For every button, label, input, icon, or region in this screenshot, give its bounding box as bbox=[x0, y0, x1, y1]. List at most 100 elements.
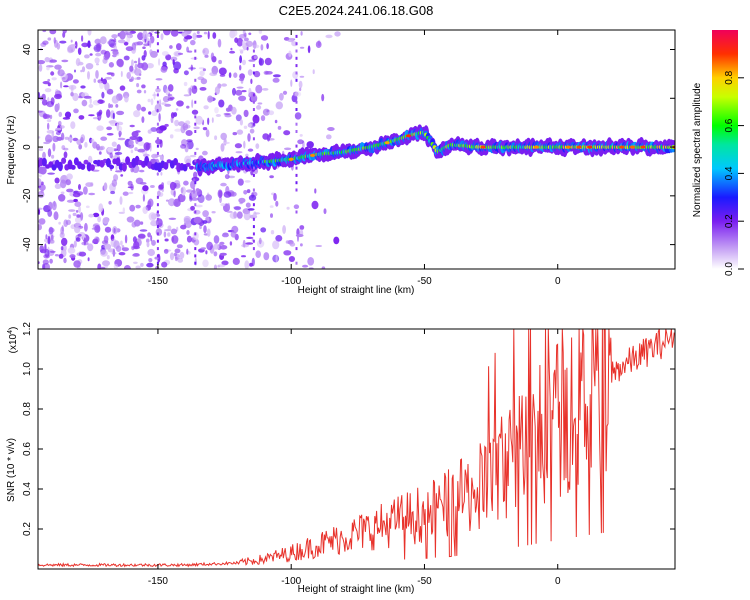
heatmap-noise-blob bbox=[73, 108, 79, 114]
heatmap-noise-blob bbox=[221, 83, 228, 87]
heatmap-streak bbox=[252, 49, 255, 53]
heatmap-noise-blob bbox=[245, 202, 251, 208]
heatmap-noise-blob bbox=[230, 30, 238, 37]
heatmap-noise-blob bbox=[300, 243, 303, 247]
heatmap-streak bbox=[156, 210, 159, 214]
heatmap-noise-blob bbox=[211, 117, 214, 123]
heatmap-noise-blob bbox=[197, 194, 205, 204]
heatmap-noise-blob bbox=[248, 194, 257, 201]
heatmap-ridge-blob bbox=[185, 162, 191, 167]
heatmap-noise-blob bbox=[133, 60, 138, 64]
heatmap-noise-blob bbox=[197, 76, 205, 81]
heatmap-noise-blob bbox=[64, 111, 72, 119]
heatmap-noise-blob bbox=[149, 49, 153, 55]
heatmap-noise-blob bbox=[214, 107, 219, 114]
heatmap-streak bbox=[156, 217, 159, 221]
heatmap-noise-blob bbox=[39, 166, 47, 175]
figure-title: C2E5.2024.241.06.18.G08 bbox=[279, 3, 434, 18]
heatmap-noise-blob bbox=[165, 88, 169, 96]
heatmap-noise-blob bbox=[54, 93, 62, 100]
heatmap-noise-blob bbox=[66, 188, 74, 193]
heatmap-noise-blob bbox=[45, 234, 48, 240]
heatmap-noise-blob bbox=[125, 46, 134, 52]
snr-y-ticks: 0.2 0.4 0.6 0.8 1.0 1.2 bbox=[22, 322, 675, 536]
heatmap-noise-blob bbox=[233, 211, 238, 219]
heatmap-noise-blob bbox=[87, 257, 90, 262]
heatmap-noise-blob bbox=[72, 79, 79, 84]
heatmap-noise-blob bbox=[269, 132, 272, 138]
heatmap-noise-blob bbox=[68, 209, 76, 212]
heatmap-noise-blob bbox=[76, 139, 82, 146]
heatmap-noise-blob bbox=[146, 241, 150, 248]
heatmap-noise-blob bbox=[183, 180, 189, 186]
heatmap-noise-blob bbox=[233, 206, 242, 211]
heatmap-noise-blob bbox=[104, 262, 109, 269]
heatmap-noise-blob bbox=[186, 248, 189, 255]
heatmap-noise-blob bbox=[141, 62, 149, 71]
heatmap-noise-blob bbox=[103, 235, 109, 244]
heatmap-streak bbox=[156, 93, 159, 97]
heatmap-noise-blob bbox=[122, 191, 129, 196]
heatmap-noise-blob bbox=[42, 30, 47, 33]
heatmap-noise-blob bbox=[185, 130, 193, 136]
heatmap-noise-blob bbox=[38, 218, 46, 225]
heatmap-noise-blob bbox=[173, 190, 176, 198]
heatmap-noise-blob bbox=[252, 44, 260, 49]
heatmap-noise-blob bbox=[147, 129, 152, 134]
heatmap-noise-blob bbox=[171, 235, 179, 244]
heatmap-streak bbox=[194, 56, 197, 60]
heatmap-y-axis-label: Frequency (Hz) bbox=[6, 116, 17, 185]
heatmap-x-ticks: -150 -100 -50 0 bbox=[148, 30, 561, 287]
heatmap-noise-blob bbox=[41, 99, 48, 106]
heatmap-noise-blob bbox=[63, 250, 67, 256]
heatmap-streak bbox=[194, 86, 197, 90]
heatmap-noise-blob bbox=[126, 72, 131, 79]
heatmap-streak bbox=[194, 232, 197, 236]
heatmap-noise-blob bbox=[195, 115, 203, 125]
heatmap-noise-blob bbox=[156, 172, 159, 176]
heatmap-noise-blob bbox=[325, 34, 333, 39]
heatmap-noise-blob bbox=[106, 88, 114, 95]
heatmap-noise-blob bbox=[165, 54, 172, 61]
snr-x-ticks: -150 -100 -50 0 bbox=[148, 329, 561, 587]
heatmap-streak bbox=[156, 49, 159, 53]
heatmap-noise-blob bbox=[135, 265, 141, 269]
heatmap-streak bbox=[252, 217, 255, 221]
heatmap-noise-blob bbox=[60, 125, 65, 129]
heatmap-noise-blob bbox=[311, 200, 319, 210]
heatmap-noise-blob bbox=[174, 119, 180, 127]
heatmap-noise-blob bbox=[260, 227, 267, 233]
heatmap-noise-blob bbox=[74, 69, 76, 73]
heatmap-noise-blob bbox=[272, 77, 280, 83]
heatmap-streak bbox=[295, 181, 298, 185]
heatmap-noise-blob bbox=[75, 237, 81, 242]
heatmap-noise-blob bbox=[176, 244, 183, 249]
x-tick-label: 0 bbox=[555, 576, 561, 587]
heatmap-noise-blob bbox=[83, 186, 88, 195]
heatmap-noise-blob bbox=[192, 231, 199, 241]
heatmap-streak bbox=[156, 261, 159, 265]
heatmap-noise-blob bbox=[75, 210, 79, 213]
y-tick-label: 1.2 bbox=[22, 322, 33, 336]
heatmap-noise-blob bbox=[231, 106, 237, 115]
heatmap-streak bbox=[156, 151, 159, 155]
heatmap-noise-blob bbox=[95, 52, 102, 57]
heatmap-streak bbox=[156, 122, 159, 126]
heatmap-noise-blob bbox=[193, 171, 198, 179]
heatmap-noise-blob bbox=[146, 262, 154, 268]
heatmap-noise-blob bbox=[178, 52, 183, 56]
heatmap-noise-blob bbox=[169, 45, 173, 49]
heatmap-noise-blob bbox=[133, 241, 140, 249]
heatmap-noise-blob bbox=[241, 90, 247, 93]
heatmap-noise-blob bbox=[217, 265, 220, 268]
heatmap-noise-blob bbox=[244, 180, 251, 183]
heatmap-noise-blob bbox=[275, 235, 283, 242]
heatmap-noise-blob bbox=[49, 59, 57, 63]
heatmap-noise-blob bbox=[55, 127, 62, 131]
heatmap-noise-blob bbox=[162, 95, 170, 103]
heatmap-streak bbox=[252, 173, 255, 177]
heatmap-noise-blob bbox=[254, 212, 261, 215]
heatmap-noise-blob bbox=[38, 110, 43, 113]
heatmap-noise-blob bbox=[186, 105, 190, 109]
heatmap-noise-blob bbox=[91, 227, 96, 230]
